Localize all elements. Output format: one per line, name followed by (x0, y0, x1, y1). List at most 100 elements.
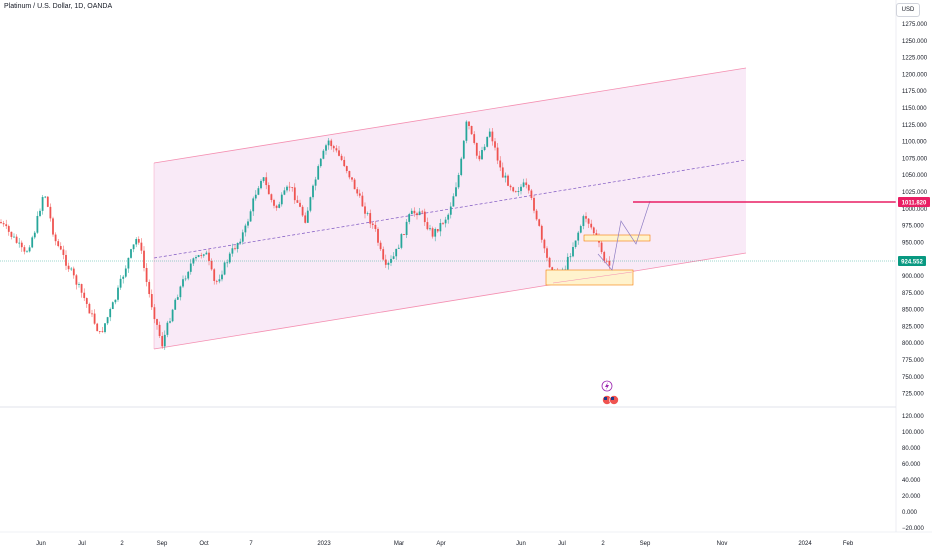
channel-upper-line[interactable] (153, 67, 747, 164)
time-tick-label: Sep (640, 541, 651, 547)
volume-axis[interactable]: 120.000 100.000 80.000 60.000 40.000 20.000 0.… (902, 414, 925, 532)
candle-body (119, 278, 122, 288)
candle-body (132, 244, 135, 250)
candle-body (462, 140, 465, 159)
candle-body (312, 185, 314, 198)
symbol-title[interactable]: Platinum / U.S. Dollar, 1D, OANDA (4, 3, 113, 10)
time-tick-label: Feb (843, 541, 854, 547)
candle-body (36, 215, 39, 233)
candle-body (390, 258, 392, 263)
candle-body (603, 252, 606, 261)
candle-body (169, 321, 171, 323)
candle-body (241, 232, 244, 242)
price-tick-label: 1100.000 (902, 140, 927, 146)
candle-body (535, 210, 538, 220)
candle-body (405, 221, 408, 235)
price-tick-label: 1150.000 (902, 106, 927, 112)
candle-body (286, 186, 288, 191)
candle-body (101, 331, 104, 333)
candle-body (473, 134, 476, 143)
candle-body (525, 182, 528, 186)
candle-body (65, 254, 67, 266)
candle-body (517, 191, 520, 192)
demand-zone[interactable] (545, 269, 634, 286)
candle-body (457, 175, 460, 188)
candle-body (408, 214, 411, 222)
current-price-tag: 924.552 (898, 256, 926, 266)
candle-body (293, 187, 296, 201)
price-axis[interactable]: 1275.000 1250.000 1225.000 1200.000 1175.000… (902, 22, 928, 398)
price-tick-label: 1075.000 (902, 156, 928, 162)
candle-body (109, 309, 112, 318)
candle-body (426, 222, 429, 230)
candle-body (20, 242, 23, 248)
candle-body (275, 205, 278, 208)
candle-body (135, 239, 138, 245)
candle-body (540, 225, 543, 240)
candle-body (447, 214, 450, 220)
candle-body (566, 256, 569, 270)
candle-body (197, 255, 200, 258)
candle-body (491, 131, 494, 142)
candle-body (49, 206, 52, 219)
price-tick-label: 1025.000 (902, 190, 928, 196)
candle-body (39, 210, 41, 216)
candle-body (317, 166, 320, 180)
volume-tick-label: 20.000 (902, 494, 921, 500)
candle-body (481, 150, 483, 160)
price-tick-label: 1250.000 (902, 39, 928, 45)
candle-body (330, 140, 333, 147)
channel-lower-line[interactable] (153, 252, 747, 350)
candle-body (470, 125, 473, 135)
candle-body (587, 218, 590, 224)
candle-body (231, 248, 234, 254)
time-tick-label: Jul (78, 541, 86, 547)
candle-body (145, 267, 148, 282)
candle-body (88, 303, 91, 314)
candle-body (340, 155, 343, 160)
candle-body (592, 227, 595, 234)
candle-body (163, 334, 166, 347)
candle-body (403, 234, 405, 235)
projection-path[interactable] (597, 200, 651, 271)
current-price-label: 924.552 (901, 260, 923, 266)
price-tick-label: 1200.000 (902, 72, 928, 78)
candle-body (478, 155, 481, 160)
candle-body (13, 236, 15, 238)
candle-body (2, 223, 5, 225)
candle-body (465, 121, 468, 141)
candle-body (247, 221, 249, 226)
price-tick-label: 1000.000 (902, 207, 928, 213)
candle-body (416, 213, 418, 216)
supply-zone[interactable] (583, 234, 651, 242)
candle-body (296, 200, 299, 203)
time-axis[interactable]: Jun Jul 2 Sep Oct 7 2023 Mar Apr Jun Jul 2 Sep Nov 202… (36, 541, 854, 547)
candle-body (418, 211, 421, 216)
candle-body (156, 319, 158, 325)
candle-body (358, 193, 361, 196)
candle-body (182, 279, 184, 287)
candle-body (31, 237, 34, 248)
volume-tick-label: 40.000 (902, 478, 921, 484)
candle-body (161, 336, 164, 347)
us-flag-icon[interactable] (602, 395, 619, 405)
candle-body (431, 228, 434, 237)
candle-body (254, 194, 257, 199)
candle-body (265, 177, 268, 186)
time-tick-label: 2024 (798, 541, 812, 547)
currency-button[interactable]: USD (896, 3, 920, 17)
lightning-icon[interactable] (601, 380, 613, 392)
candle-body (395, 248, 398, 257)
candle-body (392, 256, 395, 259)
candle-body (26, 251, 28, 253)
price-tick-label: 975.000 (902, 224, 924, 230)
zone-trendline[interactable] (552, 271, 633, 284)
candle-body (75, 275, 78, 285)
candle-body (114, 299, 117, 303)
candle-body (436, 228, 439, 232)
candle-body (351, 177, 353, 180)
candle-body (184, 278, 187, 280)
candle-body (600, 242, 603, 253)
